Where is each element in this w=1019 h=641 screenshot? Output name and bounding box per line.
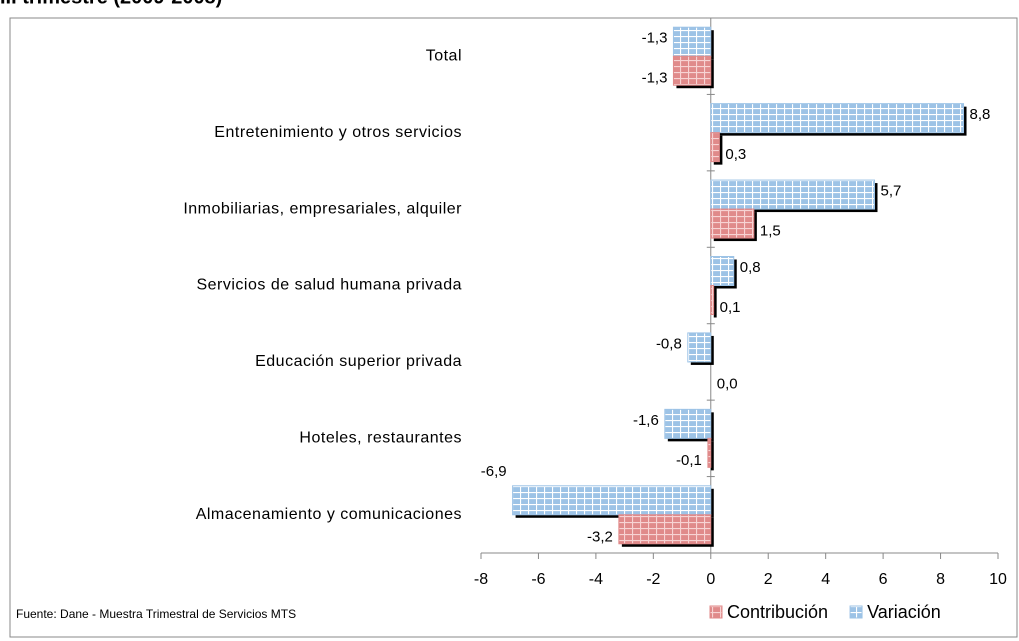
x-tick-label: 2 xyxy=(764,571,773,588)
x-tick-label: -6 xyxy=(531,571,545,588)
bar-shadow xyxy=(713,288,717,318)
data-label: -1,3 xyxy=(642,70,668,87)
chart-title: III trimestre (2009-2008) xyxy=(0,0,222,8)
source-note: Fuente: Dane - Muestra Trimestral de Ser… xyxy=(16,607,296,621)
legend-swatch xyxy=(709,605,723,619)
x-tick-label: 8 xyxy=(936,571,945,588)
x-tick-label: -4 xyxy=(589,571,603,588)
data-label: 0,3 xyxy=(725,146,746,163)
data-label: -0,8 xyxy=(656,335,682,352)
x-tick-label: 10 xyxy=(989,571,1007,588)
legend-label: Contribución xyxy=(727,602,828,622)
data-label: 8,8 xyxy=(970,106,991,123)
data-label: 0,0 xyxy=(717,375,738,392)
x-tick-label: -2 xyxy=(646,571,660,588)
legend-swatch xyxy=(849,605,863,619)
bar xyxy=(707,437,712,468)
data-label: -1,6 xyxy=(633,412,659,429)
bar xyxy=(710,285,715,315)
bar xyxy=(664,408,712,439)
category-label: Servicios de salud humana privada xyxy=(196,277,462,294)
x-tick-label: 4 xyxy=(821,571,830,588)
x-tick-label: 0 xyxy=(706,571,715,588)
x-tick-label: -8 xyxy=(474,571,488,588)
x-tick-label: 6 xyxy=(879,571,888,588)
data-label: 0,8 xyxy=(740,259,761,276)
category-label: Hoteles, restaurantes xyxy=(299,430,462,447)
data-label: 1,5 xyxy=(760,223,781,240)
category-label: Entretenimiento y otros servicios xyxy=(214,124,462,141)
category-label: Almacenamiento y comunicaciones xyxy=(196,506,462,523)
bar xyxy=(710,208,755,239)
bar xyxy=(710,256,735,286)
data-label: -3,2 xyxy=(587,528,613,545)
category-label: Inmobiliarias, empresariales, alquiler xyxy=(183,200,462,217)
data-label: 5,7 xyxy=(880,183,901,200)
bar xyxy=(512,485,712,516)
bar xyxy=(618,514,712,545)
category-label: Total xyxy=(426,47,462,64)
bar xyxy=(687,332,712,363)
data-label: -6,9 xyxy=(481,463,507,480)
category-label: Educación superior privada xyxy=(255,353,462,370)
data-label: -0,1 xyxy=(676,452,702,469)
data-label: 0,1 xyxy=(720,299,741,316)
bar xyxy=(672,55,712,86)
bar-shadow xyxy=(710,441,714,471)
legend-label: Variación xyxy=(867,602,941,622)
bar xyxy=(710,103,965,134)
bar xyxy=(672,26,712,57)
data-label: -1,3 xyxy=(642,30,668,47)
bar xyxy=(710,132,720,163)
bar xyxy=(710,179,875,210)
